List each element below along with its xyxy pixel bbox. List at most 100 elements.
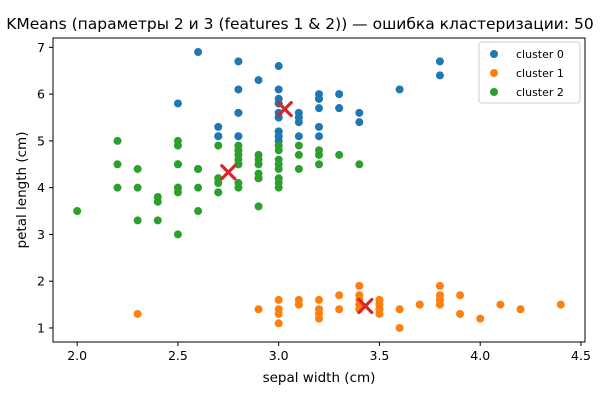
point-cluster-0: [234, 85, 243, 94]
point-cluster-2: [113, 136, 122, 145]
point-cluster-2: [153, 216, 162, 225]
point-cluster-2: [335, 150, 344, 159]
point-cluster-2: [133, 183, 142, 192]
y-tick-label: 6: [37, 87, 45, 102]
y-tick-label: 1: [37, 320, 45, 335]
point-cluster-2: [133, 216, 142, 225]
point-cluster-0: [254, 76, 263, 85]
point-cluster-2: [194, 207, 203, 216]
y-tick-label: 5: [37, 133, 45, 148]
point-cluster-1: [435, 281, 444, 290]
x-axis-label: sepal width (cm): [263, 370, 376, 386]
point-cluster-0: [214, 122, 223, 131]
point-cluster-0: [234, 132, 243, 141]
point-cluster-1: [294, 295, 303, 304]
point-cluster-2: [173, 160, 182, 169]
point-cluster-0: [274, 127, 283, 136]
x-tick-label: 3.0: [269, 348, 289, 363]
point-cluster-1: [335, 305, 344, 314]
point-cluster-0: [335, 104, 344, 113]
point-cluster-1: [375, 305, 384, 314]
x-tick-label: 3.5: [370, 348, 390, 363]
x-tick-label: 2.0: [67, 348, 87, 363]
centroid-markers: [220, 100, 374, 315]
point-cluster-0: [315, 94, 323, 103]
legend-label-cluster-0: cluster 0: [516, 48, 564, 61]
point-cluster-2: [294, 150, 303, 159]
point-cluster-2: [194, 164, 203, 173]
legend-marker-cluster-0: [490, 50, 498, 58]
point-cluster-2: [355, 160, 364, 169]
centroid-marker: [220, 164, 237, 181]
legend-marker-cluster-2: [490, 88, 498, 96]
x-tick-label: 4.0: [470, 348, 490, 363]
point-cluster-0: [214, 132, 223, 141]
point-cluster-2: [274, 174, 283, 183]
point-cluster-0: [335, 90, 344, 99]
y-tick-label: 2: [37, 274, 45, 289]
centroid-marker: [276, 100, 293, 118]
point-cluster-0: [194, 48, 203, 57]
point-cluster-2: [113, 160, 122, 169]
point-cluster-0: [274, 62, 283, 71]
legend-label-cluster-2: cluster 2: [516, 86, 564, 99]
point-cluster-2: [294, 164, 303, 173]
point-cluster-2: [113, 183, 122, 192]
data-points: [73, 48, 565, 332]
point-cluster-1: [315, 305, 323, 314]
point-cluster-1: [274, 319, 283, 328]
point-cluster-0: [355, 118, 364, 127]
point-cluster-1: [274, 305, 283, 314]
point-cluster-1: [395, 305, 404, 314]
point-cluster-1: [274, 295, 283, 304]
chart-title: KMeans (параметры 2 и 3 (features 1 & 2)…: [6, 15, 594, 33]
point-cluster-2: [234, 160, 243, 169]
point-cluster-2: [254, 202, 263, 211]
point-cluster-0: [234, 108, 243, 117]
point-cluster-0: [294, 132, 303, 141]
point-cluster-1: [556, 300, 565, 309]
point-cluster-1: [496, 300, 505, 309]
point-cluster-2: [153, 193, 162, 202]
point-cluster-1: [355, 291, 364, 300]
point-cluster-2: [274, 141, 283, 150]
point-cluster-2: [254, 150, 263, 159]
point-cluster-1: [254, 305, 263, 314]
legend-label-cluster-1: cluster 1: [516, 67, 564, 80]
centroid-marker: [357, 297, 374, 315]
point-cluster-2: [234, 178, 243, 187]
point-cluster-2: [173, 183, 182, 192]
point-cluster-1: [435, 300, 444, 309]
point-cluster-2: [214, 188, 223, 197]
point-cluster-0: [395, 85, 404, 94]
point-cluster-2: [274, 155, 283, 164]
point-cluster-2: [173, 230, 182, 239]
point-cluster-1: [395, 323, 404, 332]
x-tick-label: 2.5: [168, 348, 188, 363]
point-cluster-1: [355, 281, 364, 290]
point-cluster-1: [456, 291, 465, 300]
point-cluster-2: [315, 160, 323, 169]
legend-box: [478, 41, 581, 104]
point-cluster-2: [173, 136, 182, 145]
point-cluster-0: [315, 122, 323, 131]
point-cluster-1: [516, 305, 525, 314]
point-cluster-1: [335, 291, 344, 300]
point-cluster-0: [173, 99, 182, 108]
point-cluster-0: [294, 118, 303, 127]
point-cluster-0: [234, 57, 243, 66]
point-cluster-0: [435, 57, 444, 66]
point-cluster-2: [315, 146, 323, 155]
legend-marker-cluster-1: [490, 69, 498, 77]
point-cluster-1: [456, 309, 465, 318]
point-cluster-0: [315, 104, 323, 113]
point-cluster-1: [415, 300, 424, 309]
y-axis-label: petal length (cm): [14, 132, 30, 249]
point-cluster-2: [234, 146, 243, 155]
y-tick-label: 3: [37, 227, 45, 242]
point-cluster-1: [476, 314, 485, 323]
point-cluster-0: [435, 71, 444, 80]
y-tick-label: 4: [37, 180, 45, 195]
point-cluster-2: [194, 183, 203, 192]
